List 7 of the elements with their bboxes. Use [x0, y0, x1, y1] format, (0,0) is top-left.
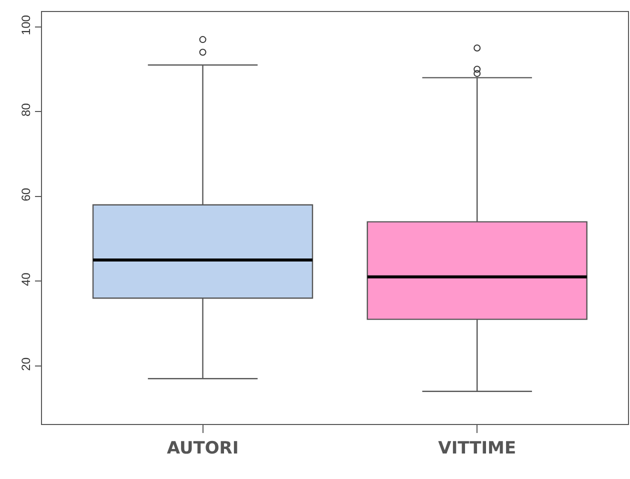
y-tick-label: 20: [19, 357, 34, 371]
y-tick-label: 100: [19, 14, 34, 36]
x-tick-label: VITTIME: [438, 438, 516, 458]
y-tick-label: 80: [19, 102, 34, 116]
x-tick-label: AUTORI: [166, 438, 239, 458]
y-tick-label: 40: [19, 272, 34, 286]
y-tick-label: 60: [19, 188, 34, 202]
